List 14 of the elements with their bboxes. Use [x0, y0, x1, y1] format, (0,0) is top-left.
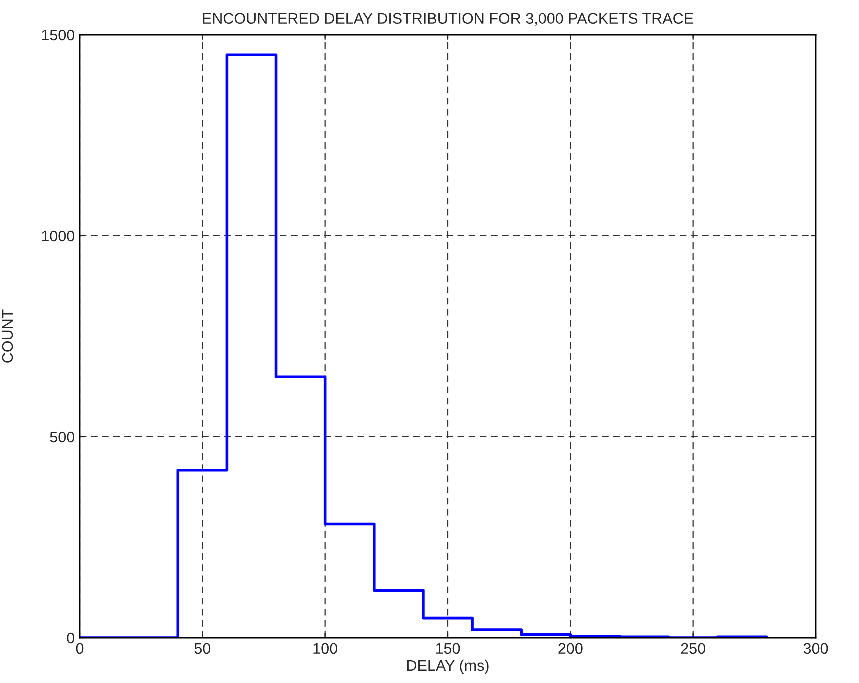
y-axis-title: COUNT [2, 310, 14, 363]
x-tick-label: 50 [194, 643, 211, 654]
y-tick-label: 0 [67, 632, 75, 644]
x-tick-label: 0 [76, 643, 84, 654]
y-tick-label: 500 [50, 432, 75, 443]
x-tick-label: 250 [681, 643, 706, 654]
y-tick-label: 1500 [42, 30, 75, 41]
x-tick-label: 200 [558, 643, 583, 654]
chart-title: ENCOUNTERED DELAY DISTRIBUTION FOR 3,000 PACKETS TRACE [203, 13, 694, 26]
x-axis-title: DELAY (ms) [408, 660, 489, 674]
x-tick-label: 100 [314, 643, 338, 654]
x-tick-label: 300 [804, 643, 828, 654]
x-tick-label: 150 [436, 643, 460, 654]
y-tick-label: 1000 [42, 230, 75, 242]
